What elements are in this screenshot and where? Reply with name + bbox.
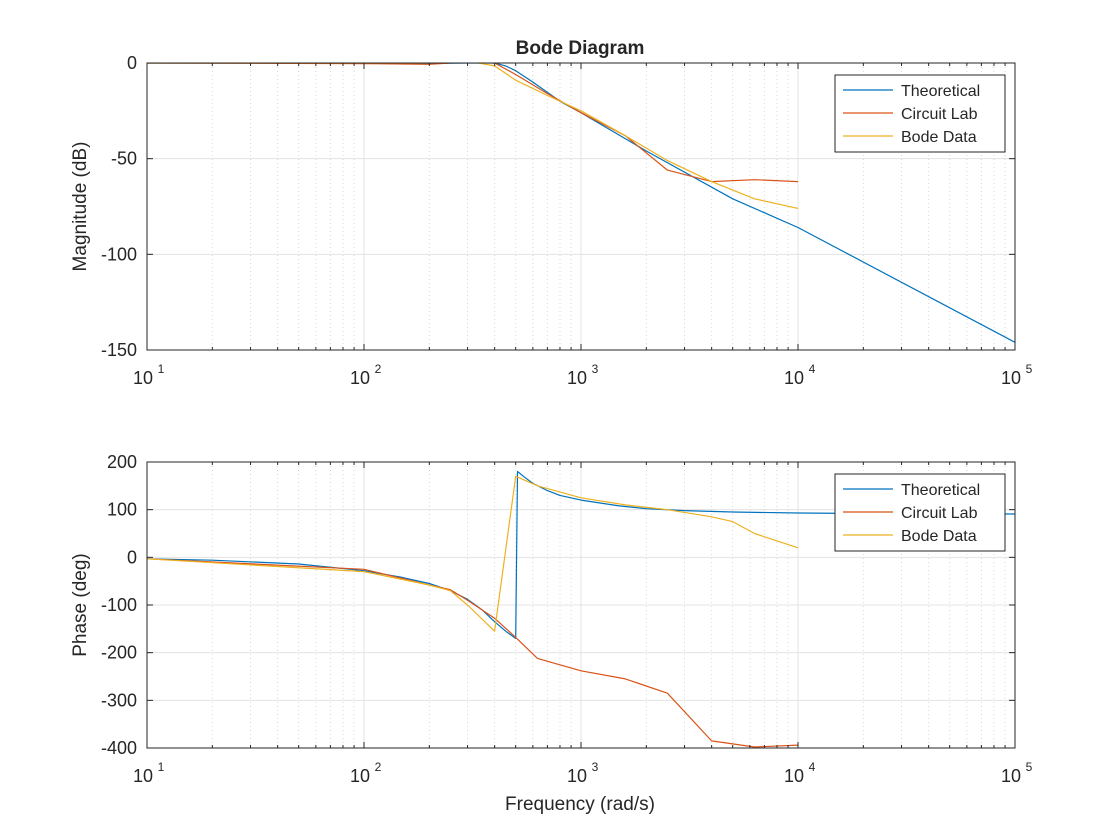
x-tick-label-exponent: 3 [592,760,599,774]
legend-entry: Bode Data [901,129,977,146]
x-tick-label: 10 [784,368,804,388]
x-tick-label: 10 [1001,766,1021,786]
y-tick-label: 100 [107,500,137,520]
x-tick-label-exponent: 5 [1026,362,1033,376]
y-tick-label: -300 [101,690,137,710]
x-tick-label-exponent: 3 [592,362,599,376]
y-tick-label: -100 [101,595,137,615]
y-tick-label: 0 [127,53,137,73]
x-tick-label: 10 [784,766,804,786]
x-tick-label: 10 [133,368,153,388]
x-tick-label-exponent: 2 [375,760,382,774]
series-line-bode-data [147,475,799,632]
y-tick-label: -400 [101,738,137,758]
y-tick-label: 200 [107,452,137,472]
series-line-theoretical [147,470,1015,640]
legend: Theoretical Circuit Lab Bode Data [834,473,1006,552]
legend-entry: Bode Data [901,528,977,545]
x-tick-label: 10 [1001,368,1021,388]
legend-entry: Theoretical [901,83,980,100]
y-tick-label: 0 [127,547,137,567]
y-tick-label: -150 [101,340,137,360]
legend-entry: Circuit Lab [901,106,978,123]
x-tick-label-exponent: 4 [809,760,816,774]
x-tick-label-exponent: 1 [158,362,165,376]
y-axis-label: Phase (deg) [70,553,91,657]
series-line-bode-data [147,63,799,209]
y-axis-label: Magnitude (dB) [70,142,91,272]
magnitude-plot: 10 1 10 2 10 3 10 4 10 5 0 -50 -100 -150 Magnitude (dB… [70,53,1033,388]
x-axis-label: Frequency (rad/s) [505,794,655,815]
legend-entry: Theoretical [901,482,980,499]
legend: Theoretical Circuit Lab Bode Data [834,74,1006,153]
y-tick-label: -50 [111,149,137,169]
x-tick-label-exponent: 2 [375,362,382,376]
chart-title: Bode Diagram [516,38,645,59]
x-tick-label: 10 [567,368,587,388]
x-tick-label: 10 [133,766,153,786]
x-tick-label: 10 [350,368,370,388]
y-tick-label: -200 [101,643,137,663]
x-tick-label-exponent: 4 [809,362,816,376]
x-tick-label-exponent: 5 [1026,760,1033,774]
x-tick-label: 10 [350,766,370,786]
x-tick-label: 10 [567,766,587,786]
x-tick-label-exponent: 1 [158,760,165,774]
y-tick-label: -100 [101,244,137,264]
phase-plot: 10 1 10 2 10 3 10 4 10 5 200 100 0 -100 -200 -300 -400 Ph… [70,452,1033,786]
legend-entry: Circuit Lab [901,505,978,522]
